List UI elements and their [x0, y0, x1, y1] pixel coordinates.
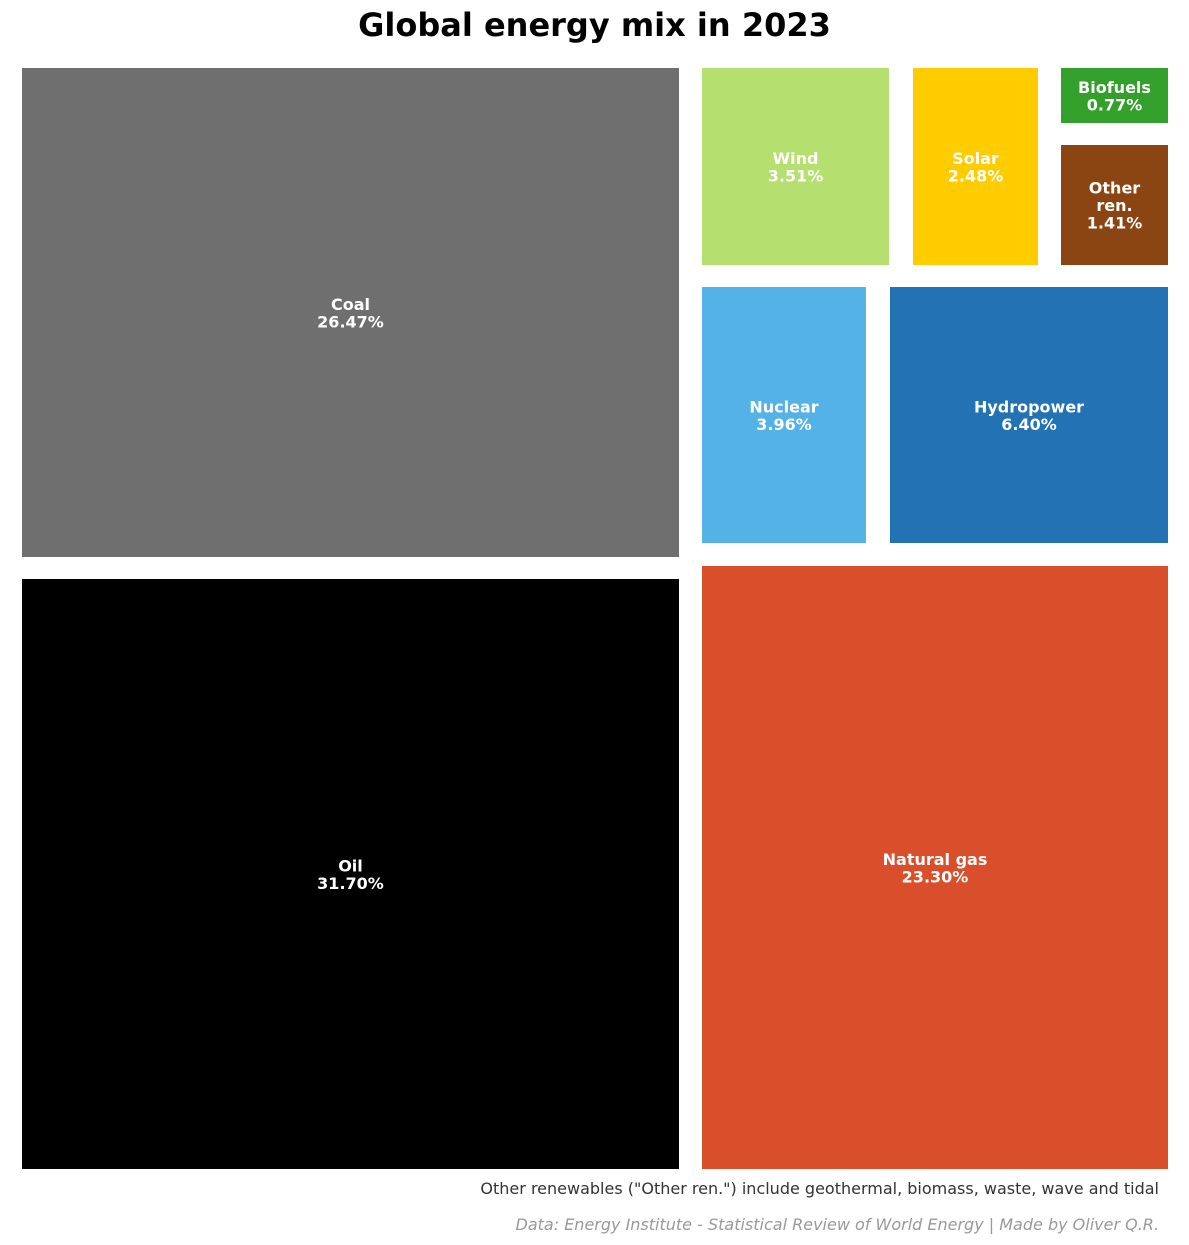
tile-label-natural-gas: Natural gas 23.30% [883, 849, 988, 886]
tile-coal [22, 68, 679, 557]
tile-name-other-ren-1: ren. [1096, 196, 1132, 215]
tile-value-wind: 3.51% [768, 166, 824, 185]
tile-oil [22, 579, 679, 1169]
tile-value-solar: 2.48% [948, 166, 1004, 185]
tile-name-wind: Wind [773, 148, 819, 167]
tile-value-biofuels: 0.77% [1087, 95, 1143, 114]
tile-hydropower [890, 287, 1168, 543]
tile-label-hydropower: Hydropower 6.40% [974, 397, 1084, 434]
tile-name-oil: Oil [338, 856, 363, 875]
tile-name-hydropower: Hydropower [974, 397, 1084, 416]
tile-value-oil: 31.70% [317, 873, 384, 892]
tile-value-natural-gas: 23.30% [902, 867, 969, 886]
tile-value-other-ren: 1.41% [1087, 213, 1143, 232]
tile-label-other-ren: Other ren. 1.41% [1087, 178, 1143, 232]
tile-solar [913, 68, 1038, 265]
tile-nuclear [702, 287, 866, 543]
tile-name-solar: Solar [952, 148, 999, 167]
source-credit: Data: Energy Institute - Statistical Rev… [515, 1215, 1159, 1234]
tile-label-wind: Wind 3.51% [768, 148, 824, 185]
tile-label-biofuels: Biofuels 0.77% [1078, 77, 1151, 114]
tile-name-biofuels: Biofuels [1078, 77, 1151, 96]
tile-label-coal: Coal 26.47% [317, 294, 384, 331]
chart-title: Global energy mix in 2023 [358, 6, 831, 44]
tile-value-coal: 26.47% [317, 312, 384, 331]
tile-label-oil: Oil 31.70% [317, 856, 384, 893]
tile-label-nuclear: Nuclear 3.96% [749, 397, 818, 434]
tile-name-other-ren-0: Other [1089, 178, 1140, 197]
tile-natural-gas [702, 566, 1168, 1169]
tile-biofuels [1061, 68, 1168, 123]
tile-wind [702, 68, 889, 265]
tile-value-nuclear: 3.96% [756, 414, 812, 433]
tile-name-natural-gas: Natural gas [883, 849, 988, 868]
tile-value-hydropower: 6.40% [1001, 414, 1057, 433]
tile-other-ren [1061, 145, 1168, 265]
tile-label-solar: Solar 2.48% [948, 148, 1004, 185]
tile-name-nuclear: Nuclear [749, 397, 818, 416]
footnote: Other renewables ("Other ren.") include … [480, 1179, 1159, 1198]
tile-name-coal: Coal [331, 294, 370, 313]
